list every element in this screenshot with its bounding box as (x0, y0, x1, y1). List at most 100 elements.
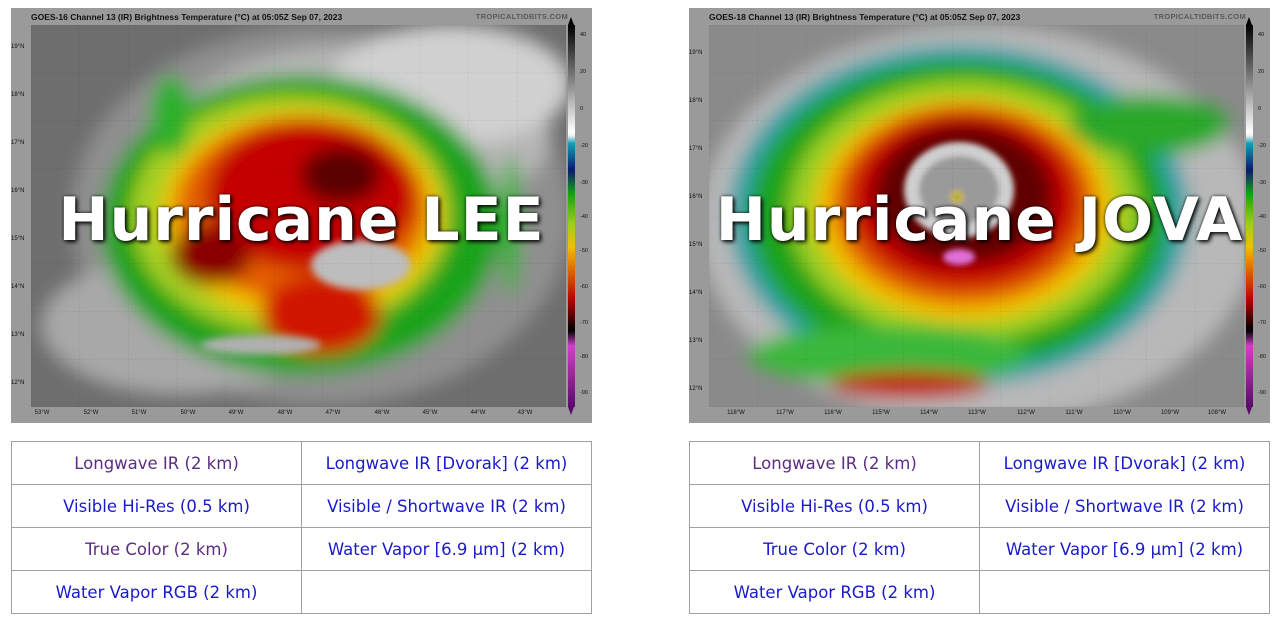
lat-label: 14°N (689, 290, 703, 296)
colorbar-tick: -90 (580, 390, 588, 396)
table-cell: Water Vapor [6.9 μm] (2 km) (979, 527, 1270, 571)
table-row: Longwave IR (2 km) Longwave IR [Dvorak] … (689, 441, 1270, 485)
colorbar-tick: 0 (1258, 106, 1262, 112)
lat-label: 18°N (11, 92, 25, 98)
lat-label: 17°N (689, 146, 703, 152)
lon-label: 110°W (1113, 410, 1131, 416)
temperature-colorbar (1246, 17, 1253, 415)
colorbar-tick: 40 (1258, 32, 1265, 38)
lat-label: 19°N (689, 50, 703, 56)
link-water-vapor-rgb[interactable]: Water Vapor RGB (2 km) (733, 582, 936, 602)
table-cell: True Color (2 km) (689, 527, 980, 571)
lat-label: 16°N (689, 194, 703, 200)
table-cell: Longwave IR [Dvorak] (2 km) (301, 441, 592, 485)
lon-label: 108°W (1207, 410, 1227, 416)
lon-label: 116°W (824, 410, 842, 416)
table-cell: Longwave IR [Dvorak] (2 km) (979, 441, 1270, 485)
table-row: Water Vapor RGB (2 km) (689, 570, 1270, 614)
lon-label: 118°W (727, 410, 745, 416)
colorbar-tick: -90 (1258, 390, 1266, 396)
table-cell: Visible Hi-Res (0.5 km) (689, 484, 980, 528)
table-cell: Water Vapor RGB (2 km) (11, 570, 302, 614)
empty-cell (301, 570, 592, 614)
colorbar-tick: -80 (1258, 354, 1266, 360)
ir-imagery-map (709, 25, 1244, 407)
colorbar-tick: -60 (580, 284, 588, 290)
link-visible-shortwave-ir[interactable]: Visible / Shortwave IR (2 km) (327, 496, 566, 516)
lon-label: 49°W (228, 410, 244, 416)
colorbar-tick: -50 (580, 248, 588, 254)
colorbar-tick: -30 (1258, 180, 1266, 186)
lon-label: 112°W (1017, 410, 1035, 416)
lon-label: 45°W (422, 410, 438, 416)
table-row: Visible Hi-Res (0.5 km) Visible / Shortw… (11, 484, 592, 528)
satellite-title: GOES-18 Channel 13 (IR) Brightness Tempe… (709, 12, 1021, 22)
lon-label: 46°W (374, 410, 390, 416)
lon-label: 43°W (517, 410, 533, 416)
lat-label: 15°N (689, 242, 703, 248)
lon-label: 111°W (1065, 410, 1083, 416)
colorbar-tick: -30 (580, 180, 588, 186)
table-row: Longwave IR (2 km) Longwave IR [Dvorak] … (11, 441, 592, 485)
table-cell: Water Vapor RGB (2 km) (689, 570, 980, 614)
satellite-image-lee[interactable]: GOES-16 Channel 13 (IR) Brightness Tempe… (11, 8, 592, 423)
hurricane-jova-panel: GOES-18 Channel 13 (IR) Brightness Tempe… (689, 8, 1270, 614)
colorbar-tick: -40 (580, 214, 588, 220)
colorbar-tick: 0 (580, 106, 584, 112)
link-true-color[interactable]: True Color (2 km) (85, 539, 228, 559)
ir-imagery-map (31, 25, 566, 407)
table-cell: Visible / Shortwave IR (2 km) (979, 484, 1270, 528)
table-cell: Visible / Shortwave IR (2 km) (301, 484, 592, 528)
table-cell: True Color (2 km) (11, 527, 302, 571)
table-cell: Water Vapor [6.9 μm] (2 km) (301, 527, 592, 571)
empty-cell (979, 570, 1270, 614)
lat-label: 16°N (11, 188, 25, 194)
table-cell: Longwave IR (2 km) (689, 441, 980, 485)
satellite-title: GOES-16 Channel 13 (IR) Brightness Tempe… (31, 12, 343, 22)
lon-label: 52°W (83, 410, 99, 416)
lat-label: 15°N (11, 236, 25, 242)
link-longwave-ir[interactable]: Longwave IR (2 km) (74, 453, 239, 473)
lon-label: 53°W (34, 410, 50, 416)
storm-name-overlay: Hurricane LEE (58, 185, 545, 255)
lon-label: 51°W (131, 410, 147, 416)
satellite-image-jova[interactable]: GOES-18 Channel 13 (IR) Brightness Tempe… (689, 8, 1270, 423)
link-visible-hi-res[interactable]: Visible Hi-Res (0.5 km) (741, 496, 928, 516)
lat-label: 13°N (689, 338, 703, 344)
temperature-colorbar (568, 17, 575, 415)
table-cell: Visible Hi-Res (0.5 km) (11, 484, 302, 528)
link-longwave-ir[interactable]: Longwave IR (2 km) (752, 453, 917, 473)
lon-label: 50°W (180, 410, 196, 416)
satellite-header: GOES-16 Channel 13 (IR) Brightness Tempe… (11, 8, 592, 24)
lat-label: 17°N (11, 140, 25, 146)
link-water-vapor[interactable]: Water Vapor [6.9 μm] (2 km) (1005, 539, 1244, 559)
colorbar-tick: -60 (1258, 284, 1266, 290)
table-row: Water Vapor RGB (2 km) (11, 570, 592, 614)
lat-label: 13°N (11, 332, 25, 338)
link-water-vapor[interactable]: Water Vapor [6.9 μm] (2 km) (327, 539, 566, 559)
colorbar-tick: -50 (1258, 248, 1266, 254)
lat-label: 12°N (689, 386, 703, 392)
link-longwave-ir-dvorak[interactable]: Longwave IR [Dvorak] (2 km) (325, 453, 568, 473)
link-longwave-ir-dvorak[interactable]: Longwave IR [Dvorak] (2 km) (1003, 453, 1246, 473)
imagery-links-table: Longwave IR (2 km) Longwave IR [Dvorak] … (689, 441, 1270, 614)
source-credit: TROPICALTIDBITS.COM (475, 12, 568, 21)
colorbar-tick: -70 (580, 320, 588, 326)
colorbar-tick: -70 (1258, 320, 1266, 326)
colorbar-tick: 20 (580, 69, 587, 75)
colorbar-tick: -40 (1258, 214, 1266, 220)
table-row: True Color (2 km) Water Vapor [6.9 μm] (… (689, 527, 1270, 571)
lon-label: 109°W (1160, 410, 1180, 416)
lon-label: 113°W (968, 410, 986, 416)
lat-label: 14°N (11, 284, 25, 290)
link-true-color[interactable]: True Color (2 km) (763, 539, 906, 559)
colorbar-tick: -80 (580, 354, 588, 360)
colorbar-tick: 20 (1258, 69, 1265, 75)
link-water-vapor-rgb[interactable]: Water Vapor RGB (2 km) (55, 582, 258, 602)
lon-label: 115°W (872, 410, 890, 416)
table-row: True Color (2 km) Water Vapor [6.9 μm] (… (11, 527, 592, 571)
link-visible-shortwave-ir[interactable]: Visible / Shortwave IR (2 km) (1005, 496, 1244, 516)
link-visible-hi-res[interactable]: Visible Hi-Res (0.5 km) (63, 496, 250, 516)
colorbar-tick: -20 (1258, 143, 1266, 149)
colorbar-tick: -20 (580, 143, 588, 149)
